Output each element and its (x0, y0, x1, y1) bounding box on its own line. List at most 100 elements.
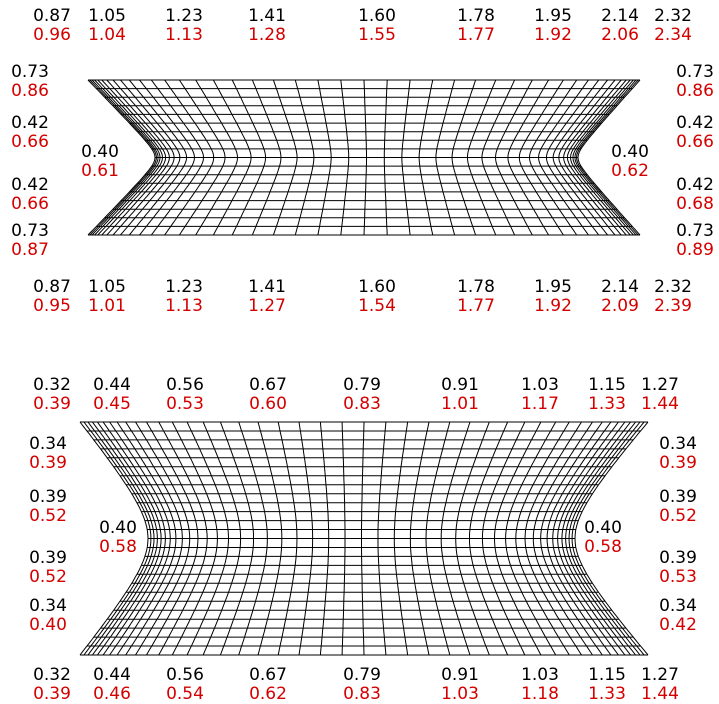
value-label: 2.32 (654, 277, 692, 297)
value-label: 2.14 (601, 277, 639, 297)
value-label-red: 0.89 (676, 240, 714, 260)
value-label-red: 1.01 (441, 394, 479, 414)
value-label: 1.78 (457, 6, 495, 26)
value-label: 1.03 (521, 665, 559, 685)
value-label-red: 1.92 (534, 296, 572, 316)
value-label: 0.44 (93, 665, 131, 685)
value-label-red: 0.39 (33, 684, 71, 704)
value-label-red: 0.46 (93, 684, 131, 704)
value-label-red: 2.34 (654, 25, 692, 45)
value-label: 1.05 (88, 6, 126, 26)
value-label-red: 0.66 (11, 132, 49, 152)
value-label: 0.73 (676, 62, 714, 82)
value-label-red: 1.44 (641, 394, 679, 414)
value-label: 1.27 (641, 375, 679, 395)
value-label-red: 0.62 (611, 161, 649, 181)
value-label: 0.91 (441, 665, 479, 685)
value-label: 0.39 (29, 548, 67, 568)
value-label-red: 0.42 (659, 615, 697, 635)
value-label: 1.23 (165, 277, 203, 297)
value-label-red: 2.39 (654, 296, 692, 316)
value-label-red: 1.17 (521, 394, 559, 414)
value-label: 0.73 (11, 62, 49, 82)
value-label-red: 0.60 (249, 394, 287, 414)
value-label: 0.73 (676, 221, 714, 241)
value-label: 1.95 (534, 277, 572, 297)
value-label-red: 0.39 (29, 453, 67, 473)
value-label: 1.41 (248, 277, 286, 297)
value-label-red: 1.04 (88, 25, 126, 45)
value-label: 0.42 (676, 113, 714, 133)
value-label-red: 1.13 (165, 25, 203, 45)
value-label: 0.40 (81, 142, 119, 162)
value-label-red: 1.44 (641, 684, 679, 704)
value-label: 1.95 (534, 6, 572, 26)
value-label-red: 0.66 (11, 194, 49, 214)
value-label-red: 0.83 (343, 684, 381, 704)
value-label: 1.03 (521, 375, 559, 395)
value-label: 0.34 (659, 596, 697, 616)
value-label-red: 0.86 (676, 81, 714, 101)
value-label: 1.78 (457, 277, 495, 297)
value-label-red: 0.45 (93, 394, 131, 414)
value-label: 0.67 (249, 375, 287, 395)
value-label: 0.39 (659, 548, 697, 568)
value-label-red: 1.92 (534, 25, 572, 45)
value-label-red: 0.61 (81, 161, 119, 181)
value-label: 0.79 (343, 375, 381, 395)
value-label-red: 1.77 (457, 296, 495, 316)
value-label: 0.34 (29, 434, 67, 454)
value-label: 1.05 (88, 277, 126, 297)
value-label-red: 1.01 (88, 296, 126, 316)
value-label-red: 0.62 (249, 684, 287, 704)
value-label: 1.41 (248, 6, 286, 26)
value-label-red: 1.03 (441, 684, 479, 704)
value-label-red: 0.53 (659, 567, 697, 587)
value-label: 1.23 (165, 6, 203, 26)
value-label: 0.42 (11, 113, 49, 133)
mesh-grid (87, 79, 641, 236)
value-label-red: 1.33 (588, 684, 626, 704)
value-label-red: 0.39 (33, 394, 71, 414)
value-label: 0.44 (93, 375, 131, 395)
value-label-red: 1.27 (248, 296, 286, 316)
value-label: 1.60 (358, 277, 396, 297)
value-label-red: 0.83 (343, 394, 381, 414)
value-label: 0.40 (584, 518, 622, 538)
value-label-red: 0.86 (11, 81, 49, 101)
value-label: 0.42 (676, 175, 714, 195)
value-label-red: 1.28 (248, 25, 286, 45)
value-label-red: 0.54 (166, 684, 204, 704)
value-label: 0.87 (33, 277, 71, 297)
value-label-red: 0.96 (33, 25, 71, 45)
value-label-red: 0.52 (659, 506, 697, 526)
value-label-red: 0.68 (676, 194, 714, 214)
value-label-red: 1.18 (521, 684, 559, 704)
value-label-red: 1.54 (358, 296, 396, 316)
value-label: 1.27 (641, 665, 679, 685)
value-label: 0.67 (249, 665, 287, 685)
value-label: 0.87 (33, 6, 71, 26)
value-label: 2.32 (654, 6, 692, 26)
value-label-red: 2.06 (601, 25, 639, 45)
value-label: 0.40 (99, 518, 137, 538)
value-label: 0.79 (343, 665, 381, 685)
value-label: 0.56 (166, 665, 204, 685)
value-label-red: 1.55 (358, 25, 396, 45)
value-label: 0.34 (659, 434, 697, 454)
value-label: 1.15 (588, 375, 626, 395)
value-label-red: 0.39 (659, 453, 697, 473)
value-label: 0.39 (29, 487, 67, 507)
value-label-red: 1.13 (165, 296, 203, 316)
value-label-red: 0.95 (33, 296, 71, 316)
value-label-red: 0.40 (29, 615, 67, 635)
value-label: 0.91 (441, 375, 479, 395)
value-label: 0.32 (33, 375, 71, 395)
value-label-red: 0.53 (166, 394, 204, 414)
value-label: 0.73 (11, 221, 49, 241)
value-label-red: 0.52 (29, 506, 67, 526)
value-label: 1.60 (358, 6, 396, 26)
value-label: 0.42 (11, 175, 49, 195)
mesh-grid (79, 421, 649, 656)
